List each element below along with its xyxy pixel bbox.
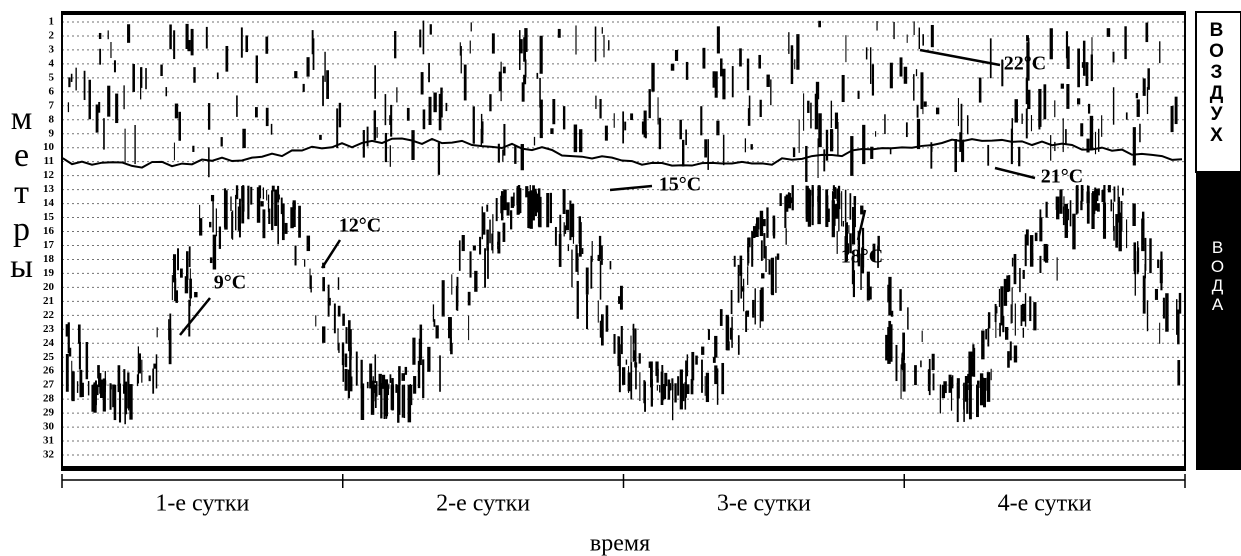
- y-tick-label: 28: [43, 393, 55, 405]
- y-tick-label: 3: [49, 43, 55, 55]
- water-label: ВОДА: [1209, 238, 1226, 314]
- chart: время 1234567891011121314151617181920212…: [0, 0, 1241, 556]
- isotherm-label: 12°C: [339, 215, 381, 237]
- y-tick-label: 15: [43, 211, 55, 223]
- arrow: [180, 298, 210, 335]
- y-tick-label: 19: [43, 267, 55, 279]
- y-tick-label: 4: [49, 57, 55, 69]
- arrows: [180, 50, 1035, 335]
- y-tick-label: 9: [49, 127, 55, 139]
- y-tick-label: 20: [43, 281, 55, 293]
- y-tick-label: 12: [43, 169, 55, 181]
- y-tick-label: 16: [43, 225, 55, 237]
- x-tick-label: 3-е сутки: [717, 491, 811, 517]
- isotherm-label: 21°C: [1041, 166, 1083, 188]
- plot-frame: [62, 12, 1185, 470]
- arrow: [995, 168, 1035, 178]
- y-tick-label: 23: [43, 323, 55, 335]
- y-tick-label: 6: [49, 85, 55, 97]
- arrow: [920, 50, 1000, 65]
- echo-traces: [62, 21, 1182, 425]
- y-tick-label: 14: [43, 197, 55, 209]
- thermocline: [62, 138, 1182, 167]
- arrow: [322, 240, 340, 268]
- y-axis-label: метры: [4, 100, 38, 285]
- y-tick-label: 11: [44, 155, 54, 167]
- y-tick-label: 8: [49, 113, 55, 125]
- y-tick-label: 13: [43, 183, 55, 195]
- x-tick-label: 4-е сутки: [998, 491, 1092, 517]
- y-tick-label: 27: [43, 379, 55, 391]
- y-tick-label: 1: [49, 16, 55, 28]
- isotherm-label: 9°C: [214, 272, 246, 294]
- isotherm-label: 18°C: [841, 246, 883, 268]
- x-axis-label: время: [590, 531, 650, 556]
- y-tick-label: 30: [43, 421, 55, 433]
- y-tick-label: 21: [43, 295, 54, 307]
- arrow: [610, 186, 652, 190]
- y-tick-label: 25: [43, 351, 55, 363]
- y-tick-label: 22: [43, 309, 55, 321]
- grid: [62, 22, 1185, 455]
- page: время 1234567891011121314151617181920212…: [0, 0, 1241, 556]
- x-tick-label: 1-е сутки: [155, 491, 249, 517]
- y-tick-label: 5: [49, 71, 55, 83]
- x-tick-label: 2-е сутки: [436, 491, 530, 517]
- y-tick-label: 24: [43, 337, 55, 349]
- isotherm-label: 15°C: [659, 174, 701, 196]
- air-label: ВОЗДУХ: [1207, 20, 1226, 146]
- y-tick-label: 32: [43, 449, 55, 461]
- y-tick-label: 18: [43, 253, 55, 265]
- y-tick-label: 7: [49, 99, 55, 111]
- y-tick-label: 29: [43, 407, 55, 419]
- isotherm-label: 22°C: [1004, 53, 1046, 75]
- y-tick-label: 31: [43, 435, 54, 447]
- water-box: [1196, 172, 1241, 470]
- y-tick-label: 2: [49, 29, 55, 41]
- y-tick-label: 10: [43, 141, 55, 153]
- y-tick-label: 17: [43, 239, 55, 251]
- y-tick-label: 26: [43, 365, 55, 377]
